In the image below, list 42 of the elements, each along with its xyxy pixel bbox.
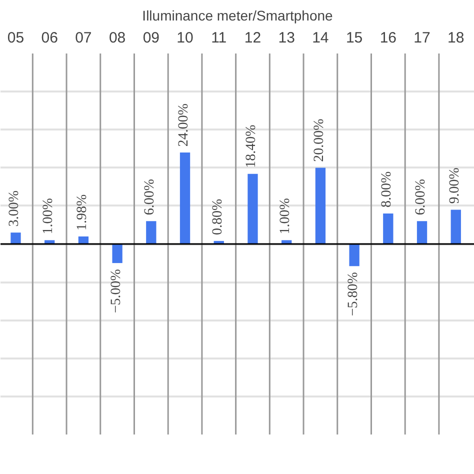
x-tick-label: 07	[75, 30, 92, 46]
x-tick-label: 06	[41, 30, 58, 46]
x-tick-label: 11	[211, 30, 227, 46]
bar	[282, 240, 292, 244]
x-tick-label: 09	[142, 30, 160, 46]
bar	[78, 236, 89, 244]
data-label: 1.00%	[41, 198, 56, 234]
data-label: 0.80%	[210, 198, 226, 235]
x-tick-label: 12	[244, 30, 262, 46]
data-label: 3.00%	[7, 190, 22, 227]
x-tick-label: 15	[346, 30, 363, 46]
bar	[44, 240, 55, 244]
data-label: −5.00%	[108, 268, 124, 314]
bar	[450, 210, 461, 244]
data-label: 8.00%	[380, 171, 395, 208]
x-tick-label: 08	[108, 30, 126, 46]
bar	[315, 168, 326, 244]
data-label: 20.00%	[312, 118, 327, 162]
bar	[248, 174, 258, 244]
bar	[416, 221, 428, 244]
data-label: 6.00%	[414, 178, 429, 216]
x-tick-label: 18	[448, 30, 464, 46]
chart-title: Illuminance meter/Smartphone	[142, 8, 334, 24]
data-label: 24.00%	[176, 103, 192, 147]
x-tick-label: 16	[380, 30, 397, 46]
x-tick-label: 17	[414, 30, 430, 46]
data-label: 6.00%	[142, 178, 158, 216]
bar	[180, 152, 190, 244]
x-tick-label: 10	[176, 30, 194, 46]
bar	[10, 232, 21, 244]
data-label: 1.00%	[278, 198, 294, 234]
data-label: −5.80%	[346, 272, 361, 316]
x-tick-label: 13	[278, 30, 295, 46]
data-label: 18.40%	[244, 124, 260, 168]
bar	[383, 214, 394, 244]
x-tick-label: 14	[312, 30, 329, 46]
bar	[112, 244, 122, 264]
bar	[349, 244, 360, 266]
data-label: 1.98%	[74, 194, 90, 230]
x-tick-label: 05	[7, 30, 24, 46]
bar	[146, 221, 156, 244]
data-label: 9.00%	[447, 167, 462, 204]
